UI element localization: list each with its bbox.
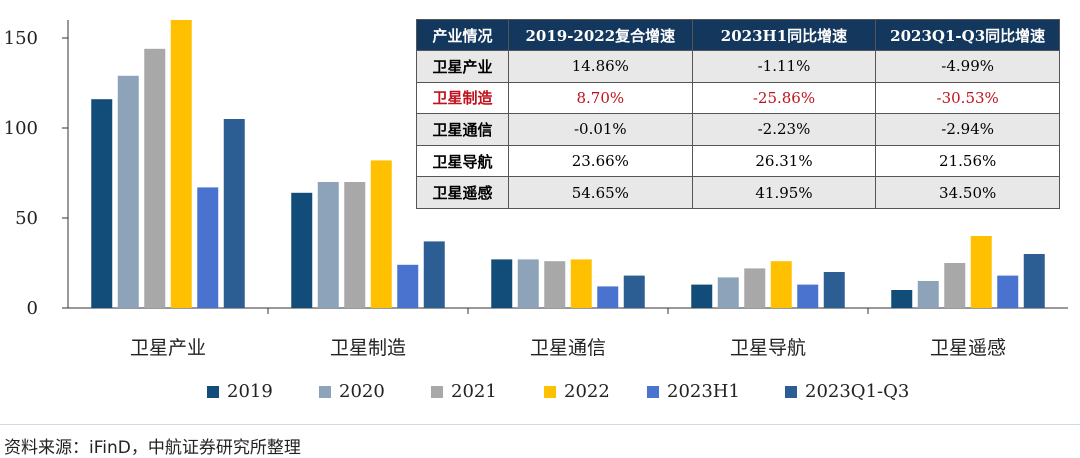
bar xyxy=(1023,254,1045,308)
bar xyxy=(823,272,845,308)
table-header-cell: 2019-2022复合增速 xyxy=(508,19,693,51)
x-axis xyxy=(68,307,1068,314)
legend: 2019 2020 2021 2022 2023H1 2023Q1-Q3 xyxy=(207,381,909,402)
table-cell: -4.99% xyxy=(875,50,1060,83)
bar xyxy=(770,261,792,308)
table-cell: -30.53% xyxy=(875,81,1060,115)
table-header-cell: 2023H1同比增速 xyxy=(691,19,877,51)
legend-label: 2023Q1-Q3 xyxy=(805,381,909,402)
bar xyxy=(144,48,166,309)
table-cell: 41.95% xyxy=(691,176,877,209)
bar xyxy=(544,261,566,308)
y-tick-label: 100 xyxy=(4,118,38,139)
bar xyxy=(91,99,113,308)
legend-label: 2023H1 xyxy=(667,381,740,402)
divider xyxy=(0,424,1080,425)
table-row-label: 卫星遥感 xyxy=(416,176,509,209)
y-tick-label: 150 xyxy=(4,28,38,49)
category-label: 卫星遥感 xyxy=(930,337,1006,359)
table-header-row: 产业情况 2019-2022复合增速 2023H1同比增速 2023Q1-Q3同… xyxy=(416,19,1060,51)
table-row: 卫星导航 23.66% 26.31% 21.56% xyxy=(416,144,1060,178)
bar xyxy=(197,187,219,308)
bar xyxy=(223,119,245,308)
y-axis: 0 50 100 150 xyxy=(4,20,69,319)
category-label: 卫星通信 xyxy=(530,337,606,359)
category-label: 卫星导航 xyxy=(730,337,806,359)
bar xyxy=(491,259,513,308)
bar xyxy=(891,290,913,308)
bar xyxy=(570,259,592,308)
table-row-label: 卫星产业 xyxy=(416,50,509,83)
bar xyxy=(970,236,992,308)
table-row-label: 卫星导航 xyxy=(416,144,509,178)
bar xyxy=(291,192,313,308)
table-cell: 8.70% xyxy=(508,81,693,115)
table-cell: -2.23% xyxy=(691,113,877,146)
table-header-cell: 2023Q1-Q3同比增速 xyxy=(875,19,1060,51)
bar xyxy=(170,20,192,308)
legend-label: 2022 xyxy=(564,381,610,402)
legend-label: 2021 xyxy=(451,381,497,402)
growth-table: 产业情况 2019-2022复合增速 2023H1同比增速 2023Q1-Q3同… xyxy=(416,19,1060,209)
source-note: 资料来源：iFinD，中航证券研究所整理 xyxy=(4,438,301,458)
table-cell: 54.65% xyxy=(508,176,693,209)
bar xyxy=(997,275,1019,308)
bar xyxy=(423,241,445,308)
table-cell: 26.31% xyxy=(691,144,877,178)
legend-label: 2020 xyxy=(339,381,385,402)
bar xyxy=(917,281,939,308)
legend-swatch xyxy=(207,386,219,398)
bar xyxy=(370,160,392,308)
bar xyxy=(717,277,739,308)
bar xyxy=(797,284,819,308)
table-row: 卫星制造 8.70% -25.86% -30.53% xyxy=(416,81,1060,115)
bar xyxy=(623,275,645,308)
legend-swatch xyxy=(319,386,331,398)
bar xyxy=(691,284,713,308)
table-row-label: 卫星通信 xyxy=(416,113,509,146)
bar xyxy=(117,75,139,308)
table-cell: 14.86% xyxy=(508,50,693,83)
bar xyxy=(397,264,419,308)
bar xyxy=(317,182,339,308)
bar-series xyxy=(91,20,1045,309)
table-cell: -1.11% xyxy=(691,50,877,83)
table-row: 卫星通信 -0.01% -2.23% -2.94% xyxy=(416,113,1060,146)
table-cell: 23.66% xyxy=(508,144,693,178)
table-cell: -25.86% xyxy=(691,81,877,115)
legend-swatch xyxy=(431,386,443,398)
bar xyxy=(517,259,539,308)
table-cell: 34.50% xyxy=(875,176,1060,209)
y-tick-label: 0 xyxy=(27,298,38,319)
table-cell: -0.01% xyxy=(508,113,693,146)
table-row: 卫星遥感 54.65% 41.95% 34.50% xyxy=(416,176,1060,209)
legend-label: 2019 xyxy=(227,381,273,402)
category-label: 卫星产业 xyxy=(130,337,206,359)
table-cell: 21.56% xyxy=(875,144,1060,178)
category-labels: 卫星产业 卫星制造 卫星通信 卫星导航 卫星遥感 xyxy=(130,337,1006,359)
table-cell: -2.94% xyxy=(875,113,1060,146)
bar xyxy=(944,263,966,308)
legend-swatch xyxy=(544,386,556,398)
table-row-label: 卫星制造 xyxy=(416,81,509,115)
y-tick-label: 50 xyxy=(15,208,38,229)
category-label: 卫星制造 xyxy=(330,337,406,359)
bar xyxy=(597,286,619,308)
bar xyxy=(744,268,766,308)
legend-swatch xyxy=(785,386,797,398)
bar xyxy=(344,182,366,308)
table-header-cell: 产业情况 xyxy=(416,19,509,51)
legend-swatch xyxy=(647,386,659,398)
table-row: 卫星产业 14.86% -1.11% -4.99% xyxy=(416,50,1060,83)
